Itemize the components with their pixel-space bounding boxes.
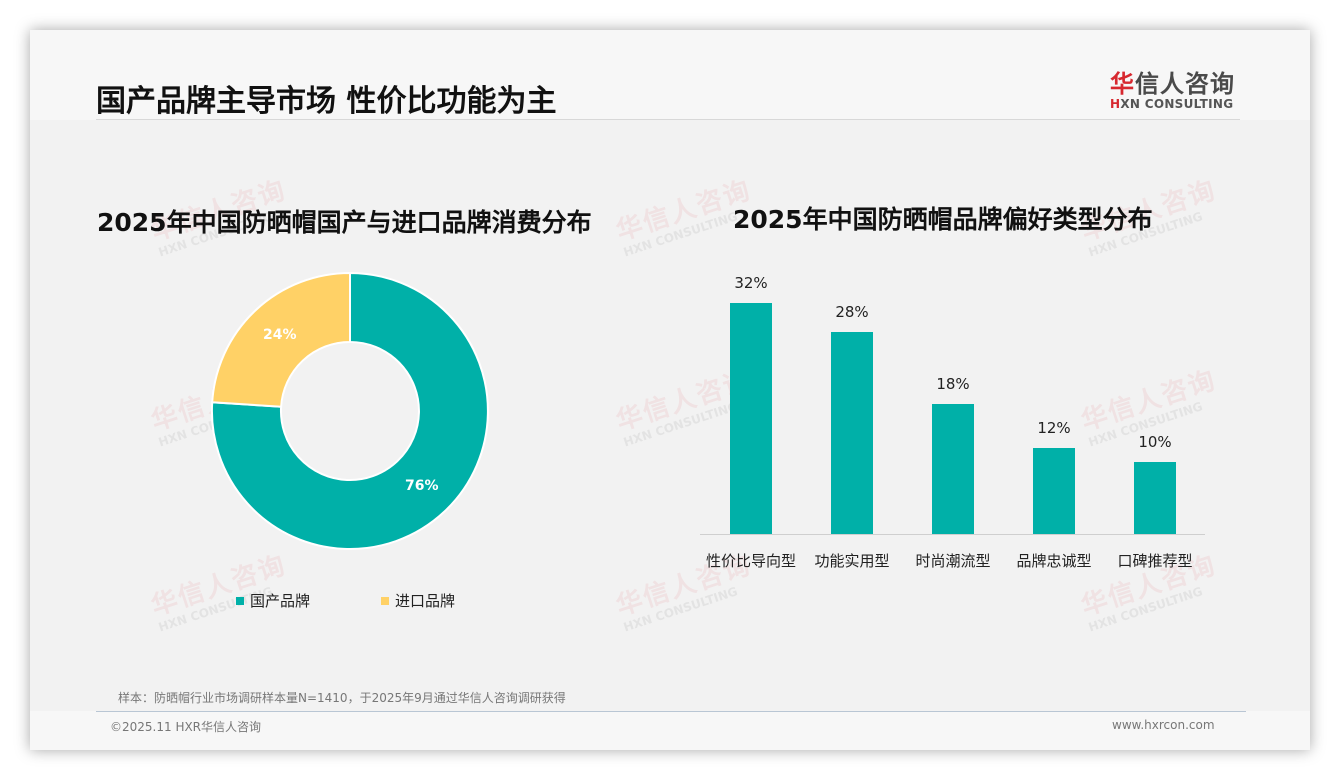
x-axis-line	[700, 534, 1205, 535]
bar-value-label: 18%	[936, 375, 970, 393]
bar	[1033, 448, 1075, 534]
bar-category-label: 性价比导向型	[705, 552, 796, 570]
bar-category-label: 时尚潮流型	[915, 552, 991, 570]
bar	[831, 332, 873, 534]
legend-item-domestic: 国产品牌	[236, 590, 310, 611]
brand-logo: 华信人咨询 HXN CONSULTING	[1110, 64, 1240, 111]
bar-value-label: 12%	[1037, 419, 1071, 437]
bar	[1134, 462, 1176, 534]
right-chart-title: 2025年中国防晒帽品牌偏好类型分布	[733, 205, 1153, 234]
donut-svg	[210, 271, 489, 550]
footer-divider	[96, 711, 1246, 712]
bar-category-label: 口碑推荐型	[1117, 552, 1193, 570]
header-band	[30, 30, 1310, 120]
bar-value-label: 10%	[1138, 433, 1172, 451]
bar-category-label: 品牌忠诚型	[1016, 552, 1092, 570]
bar-category-label: 功能实用型	[814, 552, 890, 570]
donut-label-imported: 24%	[263, 327, 297, 343]
donut-label-domestic: 76%	[405, 478, 439, 494]
legend-item-imported: 进口品牌	[381, 590, 455, 611]
copyright: ©2025.11 HXR华信人咨询	[110, 720, 262, 734]
bar	[730, 303, 772, 534]
header-divider	[96, 119, 1240, 120]
bar-value-label: 32%	[734, 274, 768, 292]
logo-chinese: 华信人咨询	[1110, 70, 1235, 98]
page-title: 国产品牌主导市场 性价比功能为主	[96, 84, 557, 119]
bar	[932, 404, 974, 534]
slide: 国产品牌主导市场 性价比功能为主 华信人咨询 HXN CONSULTING 华信…	[30, 30, 1310, 750]
left-chart-title: 2025年中国防晒帽国产与进口品牌消费分布	[97, 208, 592, 237]
bar-chart: 32% 性价比导向型 28% 功能实用型 18% 时尚潮流型 12% 品牌忠诚型…	[700, 270, 1210, 590]
donut-chart: 76% 24%	[210, 271, 490, 551]
sample-note: 样本：防晒帽行业市场调研样本量N=1410，于2025年9月通过华信人咨询调研获…	[118, 691, 566, 705]
bar-value-label: 28%	[835, 303, 869, 321]
donut-slice-domestic	[210, 271, 489, 550]
legend-swatch-yellow	[381, 596, 389, 605]
logo-english: HXN CONSULTING	[1110, 97, 1234, 111]
website-link[interactable]: www.hxrcon.com	[1112, 718, 1215, 732]
footer-band	[30, 711, 1310, 750]
donut-slice-imported	[211, 271, 351, 408]
legend-swatch-teal	[236, 596, 244, 605]
